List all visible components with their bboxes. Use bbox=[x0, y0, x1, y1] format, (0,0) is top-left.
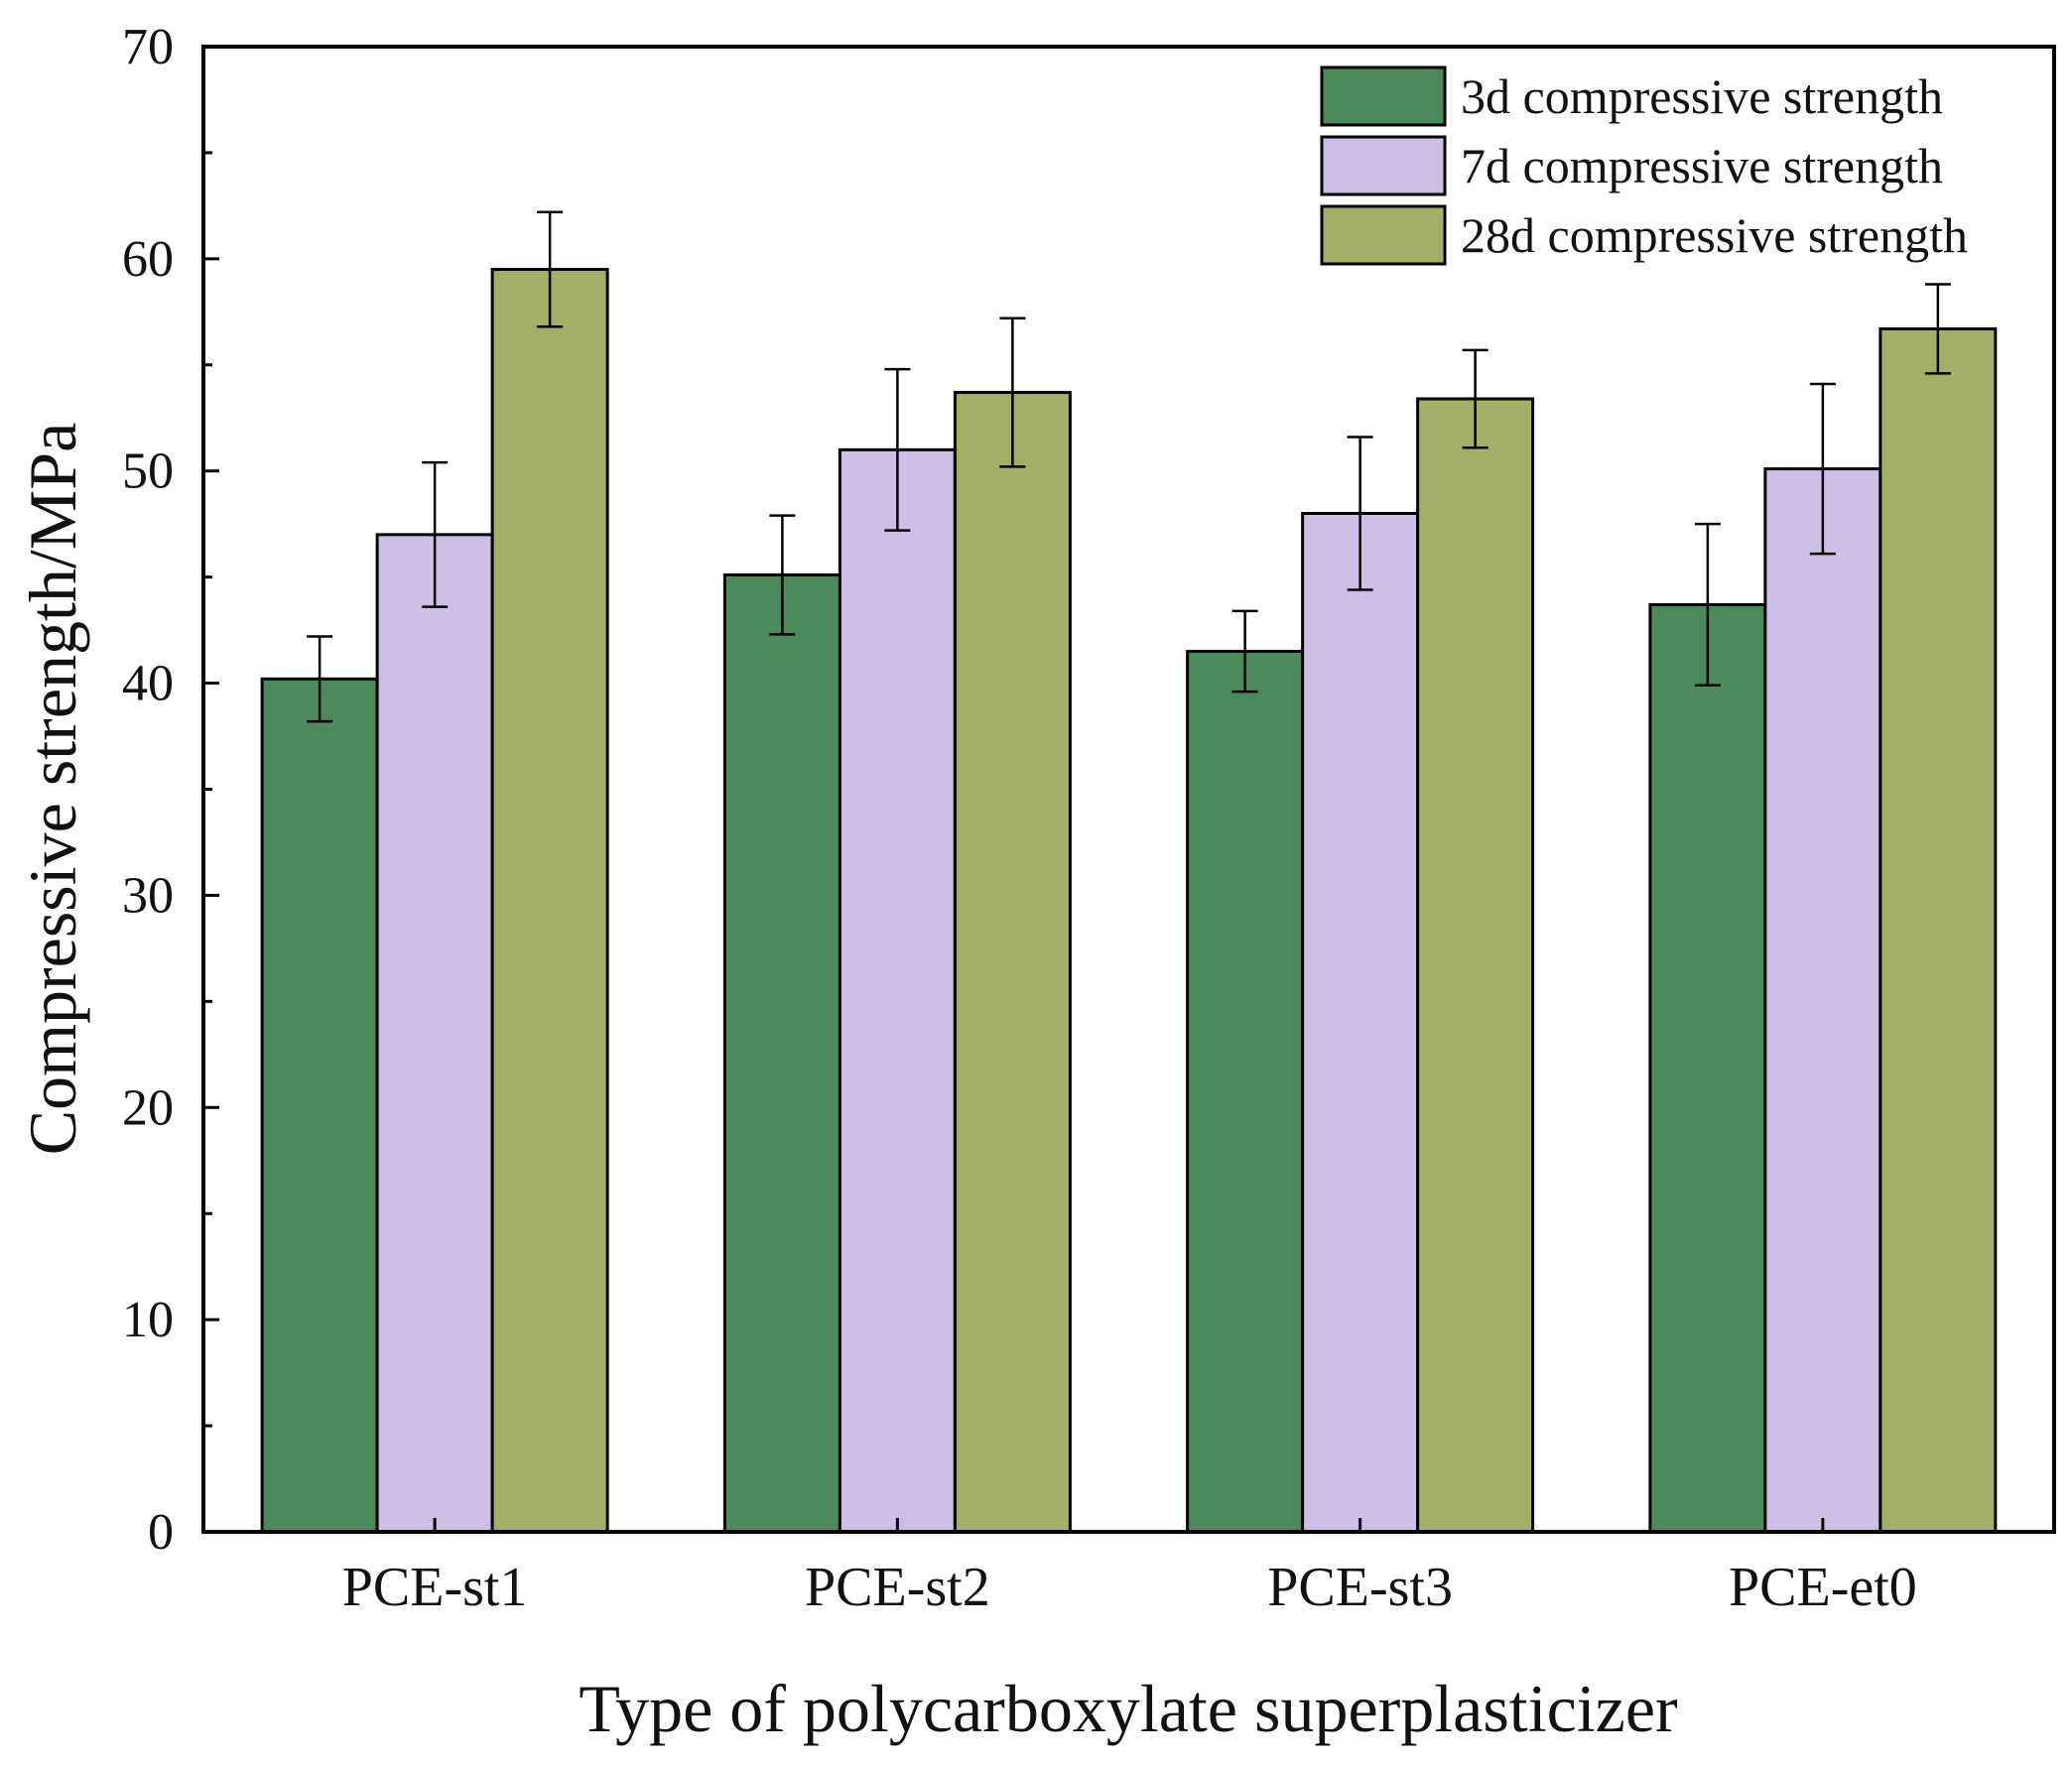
y-tick-label: 70 bbox=[122, 19, 174, 75]
bar-pce-st1-series-2 bbox=[375, 533, 494, 1534]
error-bars-layer bbox=[307, 210, 1951, 723]
y-tick-label: 10 bbox=[122, 1292, 174, 1348]
x-tick-label: PCE-st1 bbox=[342, 1557, 528, 1618]
x-axis-title: Type of polycarboxylate superplasticizer bbox=[579, 1671, 1678, 1746]
y-tick-label: 30 bbox=[122, 867, 174, 924]
bar-pce-st3-series-3 bbox=[1416, 397, 1535, 1534]
x-tick-label: PCE-et0 bbox=[1729, 1557, 1917, 1618]
bar-pce-et0-series-1 bbox=[1648, 602, 1767, 1534]
bar-pce-st2-series-1 bbox=[722, 573, 842, 1534]
y-tick-label: 40 bbox=[122, 656, 174, 712]
legend-label-3: 28d compressive strength bbox=[1461, 207, 1968, 263]
x-tick-label: PCE-st3 bbox=[1267, 1557, 1453, 1618]
bar-pce-st1-series-3 bbox=[490, 268, 609, 1534]
y-axis: 0 10 20 30 40 50 60 70 bbox=[122, 19, 219, 1561]
bars-layer bbox=[260, 268, 1998, 1534]
bar-pce-et0-series-3 bbox=[1878, 326, 1998, 1534]
legend-swatch-3 bbox=[1320, 204, 1447, 266]
legend-swatch-1 bbox=[1320, 65, 1447, 127]
bar-pce-st2-series-3 bbox=[953, 391, 1072, 1534]
bar-pce-st3-series-1 bbox=[1186, 649, 1305, 1534]
bar-pce-st3-series-2 bbox=[1301, 511, 1420, 1534]
bar-pce-st1-series-1 bbox=[260, 677, 379, 1534]
bar-pce-st2-series-2 bbox=[838, 447, 957, 1534]
y-tick-label: 60 bbox=[122, 231, 174, 288]
legend-swatch-2 bbox=[1320, 135, 1447, 196]
y-axis-title: Compressive strength/MPa bbox=[15, 423, 90, 1156]
x-axis: PCE-st1 PCE-st2 PCE-st3 PCE-et0 bbox=[342, 1518, 1917, 1618]
bar-pce-et0-series-2 bbox=[1763, 467, 1882, 1534]
legend-label-1: 3d compressive strength bbox=[1461, 68, 1943, 124]
y-tick-label: 20 bbox=[122, 1079, 174, 1136]
x-tick-label: PCE-st2 bbox=[805, 1557, 990, 1618]
y-tick-label: 0 bbox=[148, 1504, 174, 1561]
legend: 3d compressive strength 7d compressive st… bbox=[1320, 65, 1968, 266]
y-tick-label: 50 bbox=[122, 443, 174, 500]
legend-label-2: 7d compressive strength bbox=[1461, 138, 1943, 193]
